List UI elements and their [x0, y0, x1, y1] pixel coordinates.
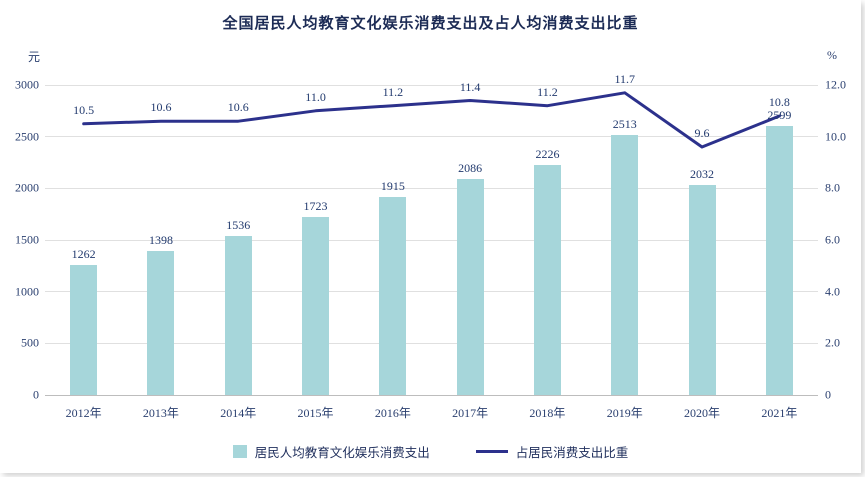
line-point-label: 10.8 — [768, 95, 790, 109]
bar — [688, 185, 716, 395]
y-axis-tick-right: 0 — [825, 387, 831, 402]
legend-item-line-series[interactable]: 占居民消费支出比重 — [475, 442, 629, 461]
y-axis-tick-right: 12.0 — [825, 77, 846, 92]
bar-value-label: 1723 — [303, 198, 328, 213]
bar-value-label: 2226 — [535, 146, 560, 161]
x-axis-label: 2014年 — [220, 406, 257, 420]
gridline — [45, 342, 818, 344]
bar — [765, 126, 793, 395]
line-point-label: 10.5 — [73, 102, 95, 117]
line-point-label: 11.7 — [614, 71, 636, 86]
y-axis-tick-left: 1000 — [15, 284, 39, 299]
bar-value-label: 1536 — [226, 218, 251, 233]
bar — [302, 216, 330, 395]
line-point-label: 10.6 — [227, 100, 249, 115]
y-axis-tick-left: 3000 — [15, 77, 39, 92]
right-axis-unit-label: % — [827, 48, 837, 62]
line-series-swatch-icon — [475, 450, 508, 453]
line-point-label: 10.6 — [150, 100, 172, 115]
gridline — [45, 84, 818, 86]
x-axis-label: 2020年 — [684, 406, 721, 420]
y-axis-tick-left: 500 — [21, 335, 39, 350]
x-axis-label: 2016年 — [374, 406, 411, 420]
bar-value-label: 2086 — [458, 161, 483, 176]
x-axis-label: 2021年 — [761, 406, 798, 420]
bar — [456, 179, 484, 395]
gridline — [45, 187, 818, 189]
x-axis-label: 2019年 — [606, 406, 643, 420]
legend-bar-label: 居民人均教育文化娱乐消费支出 — [254, 446, 430, 460]
bar-value-label: 1398 — [148, 232, 173, 247]
bar — [70, 264, 98, 395]
line-point-label: 11.2 — [537, 84, 558, 99]
line-point-label: 11.2 — [382, 84, 404, 99]
bar-value-label: 1262 — [71, 246, 96, 261]
y-axis-tick-left: 2000 — [15, 180, 39, 195]
y-axis-tick-right: 6.0 — [825, 232, 840, 247]
y-axis-tick-right: 2.0 — [825, 335, 840, 350]
x-axis-label: 2012年 — [65, 406, 102, 420]
bar-series-swatch-icon — [232, 445, 247, 458]
x-axis-label: 2013年 — [142, 406, 179, 420]
y-axis-tick-right: 4.0 — [825, 284, 840, 299]
legend: 居民人均教育文化娱乐消费支出 占居民消费支出比重 — [0, 442, 861, 461]
gridline — [45, 291, 818, 293]
y-axis-tick-left: 0 — [33, 387, 39, 402]
trend-line — [82, 91, 781, 149]
legend-line-label: 占居民消费支出比重 — [515, 446, 629, 460]
line-point-label: 11.4 — [459, 79, 481, 94]
gridline — [45, 394, 818, 396]
bar-value-label: 1915 — [380, 179, 405, 194]
x-axis-label: 2018年 — [529, 406, 566, 420]
y-axis-tick-right: 10.0 — [825, 129, 846, 144]
bar — [533, 164, 561, 395]
line-point-label: 11.0 — [305, 89, 326, 104]
bar-value-label: 2513 — [612, 117, 637, 132]
legend-item-bar-series[interactable]: 居民人均教育文化娱乐消费支出 — [232, 442, 430, 461]
chart-title: 全国居民人均教育文化娱乐消费支出及占人均消费支出比重 — [222, 16, 639, 32]
gridline — [45, 239, 818, 241]
x-axis-label: 2015年 — [297, 406, 334, 420]
y-axis-tick-right: 8.0 — [825, 180, 840, 195]
bar — [147, 250, 175, 395]
bar-value-label: 2599 — [767, 108, 792, 123]
y-axis-tick-left: 2500 — [15, 129, 39, 144]
bar — [224, 236, 252, 395]
left-axis-unit-label: 元 — [28, 50, 41, 64]
bar-value-label: 2032 — [690, 167, 715, 182]
x-axis-label: 2017年 — [452, 406, 489, 420]
bar — [379, 197, 407, 395]
bar — [611, 135, 639, 395]
line-point-label: 9.6 — [694, 126, 710, 140]
y-axis-tick-left: 1500 — [15, 232, 39, 247]
